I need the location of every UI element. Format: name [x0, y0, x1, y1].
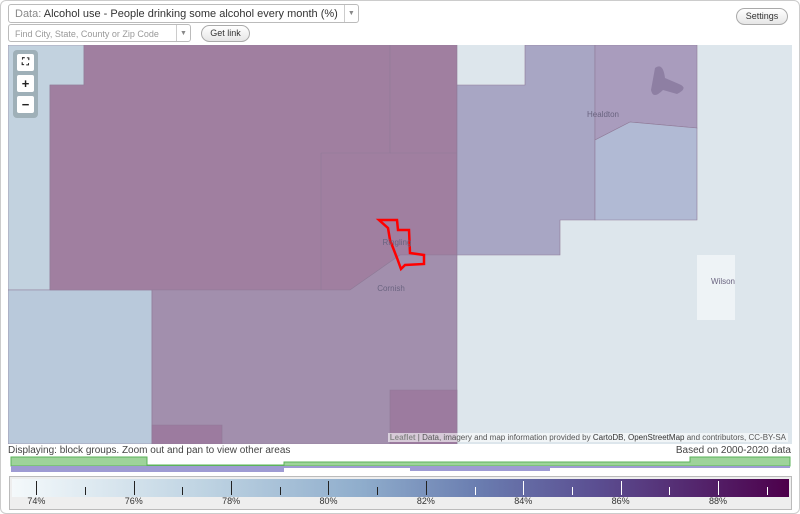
displaying-text: Displaying: block groups. Zoom out and p…	[8, 445, 291, 456]
legend-tick-label: 88%	[708, 496, 727, 506]
place-label-healdton: Healdton	[587, 110, 619, 119]
legend-tick-label: 84%	[514, 496, 533, 506]
region[interactable]	[8, 289, 153, 444]
leaflet-link[interactable]: Leaflet	[389, 433, 416, 442]
legend-tick	[36, 481, 38, 495]
legend-tick	[766, 487, 768, 495]
legend-tick	[328, 481, 330, 495]
map-layer: Healdton Ringling Cornish Wilson	[8, 45, 735, 444]
legend-tick-label: 78%	[222, 496, 241, 506]
legend-tick	[474, 487, 476, 495]
data-value: Alcohol use - People drinking some alcoh…	[43, 8, 338, 20]
legend-tick	[669, 487, 671, 495]
histogram-purple	[11, 466, 790, 472]
legend-tick-label: 74%	[27, 496, 46, 506]
distribution-histogram	[10, 456, 791, 472]
region[interactable]	[456, 45, 596, 256]
region[interactable]	[151, 424, 223, 444]
data-select[interactable]: Data: Alcohol use - People drinking some…	[8, 4, 359, 23]
place-label-ringling: Ringling	[383, 238, 412, 247]
zoom-out-button[interactable]: −	[17, 96, 34, 113]
legend-tick-label: 82%	[416, 496, 435, 506]
legend-tick	[523, 481, 525, 495]
histogram-green	[10, 456, 791, 467]
color-legend: 74% 76% 78% 80% 82% 84% 86% 88%	[9, 476, 792, 510]
lake	[651, 66, 684, 95]
search-input[interactable]: Find City, State, County or Zip Code ▼	[8, 24, 191, 42]
attribution-sep: ,	[623, 433, 628, 442]
region[interactable]	[389, 389, 458, 444]
legend-tick	[231, 481, 233, 495]
legend-tick	[279, 487, 281, 495]
zoom-in-button[interactable]: +	[17, 75, 34, 92]
based-on-text: Based on 2000-2020 data	[675, 445, 791, 456]
get-link-button[interactable]: Get link	[201, 25, 250, 42]
selected-area-outline[interactable]	[375, 218, 426, 272]
attribution-text: | Data, imagery and map information prov…	[415, 433, 593, 442]
legend-tick	[571, 487, 573, 495]
map-attribution: Leaflet | Data, imagery and map informat…	[387, 433, 788, 442]
legend-tick-label: 86%	[611, 496, 630, 506]
search-placeholder: Find City, State, County or Zip Code	[15, 29, 159, 39]
legend-tick	[85, 487, 87, 495]
legend-tick	[133, 481, 135, 495]
map[interactable]: Healdton Ringling Cornish Wilson Leaflet…	[8, 45, 792, 444]
legend-tick	[377, 487, 379, 495]
place-label-cornish: Cornish	[377, 284, 405, 293]
chevron-down-icon: ▼	[343, 5, 358, 22]
legend-tick	[425, 481, 427, 495]
data-label: Data:	[15, 8, 42, 20]
zoom-controls: ⛶ + −	[13, 50, 38, 118]
chevron-down-icon: ▼	[176, 25, 190, 41]
attribution-rest: and contributors, CC-BY-SA	[684, 433, 786, 442]
legend-tick	[182, 487, 184, 495]
region[interactable]	[594, 121, 698, 221]
legend-tick	[620, 481, 622, 495]
legend-tick	[717, 481, 719, 495]
osm-link[interactable]: OpenStreetMap	[627, 433, 685, 442]
fit-bounds-icon[interactable]: ⛶	[17, 54, 34, 71]
cartodb-link[interactable]: CartoDB	[592, 433, 624, 442]
place-label-wilson: Wilson	[711, 277, 735, 286]
legend-gradient	[12, 479, 789, 497]
legend-tick-label: 80%	[319, 496, 338, 506]
region[interactable]	[697, 255, 735, 320]
settings-button[interactable]: Settings	[736, 8, 788, 25]
legend-tick-label: 76%	[124, 496, 143, 506]
